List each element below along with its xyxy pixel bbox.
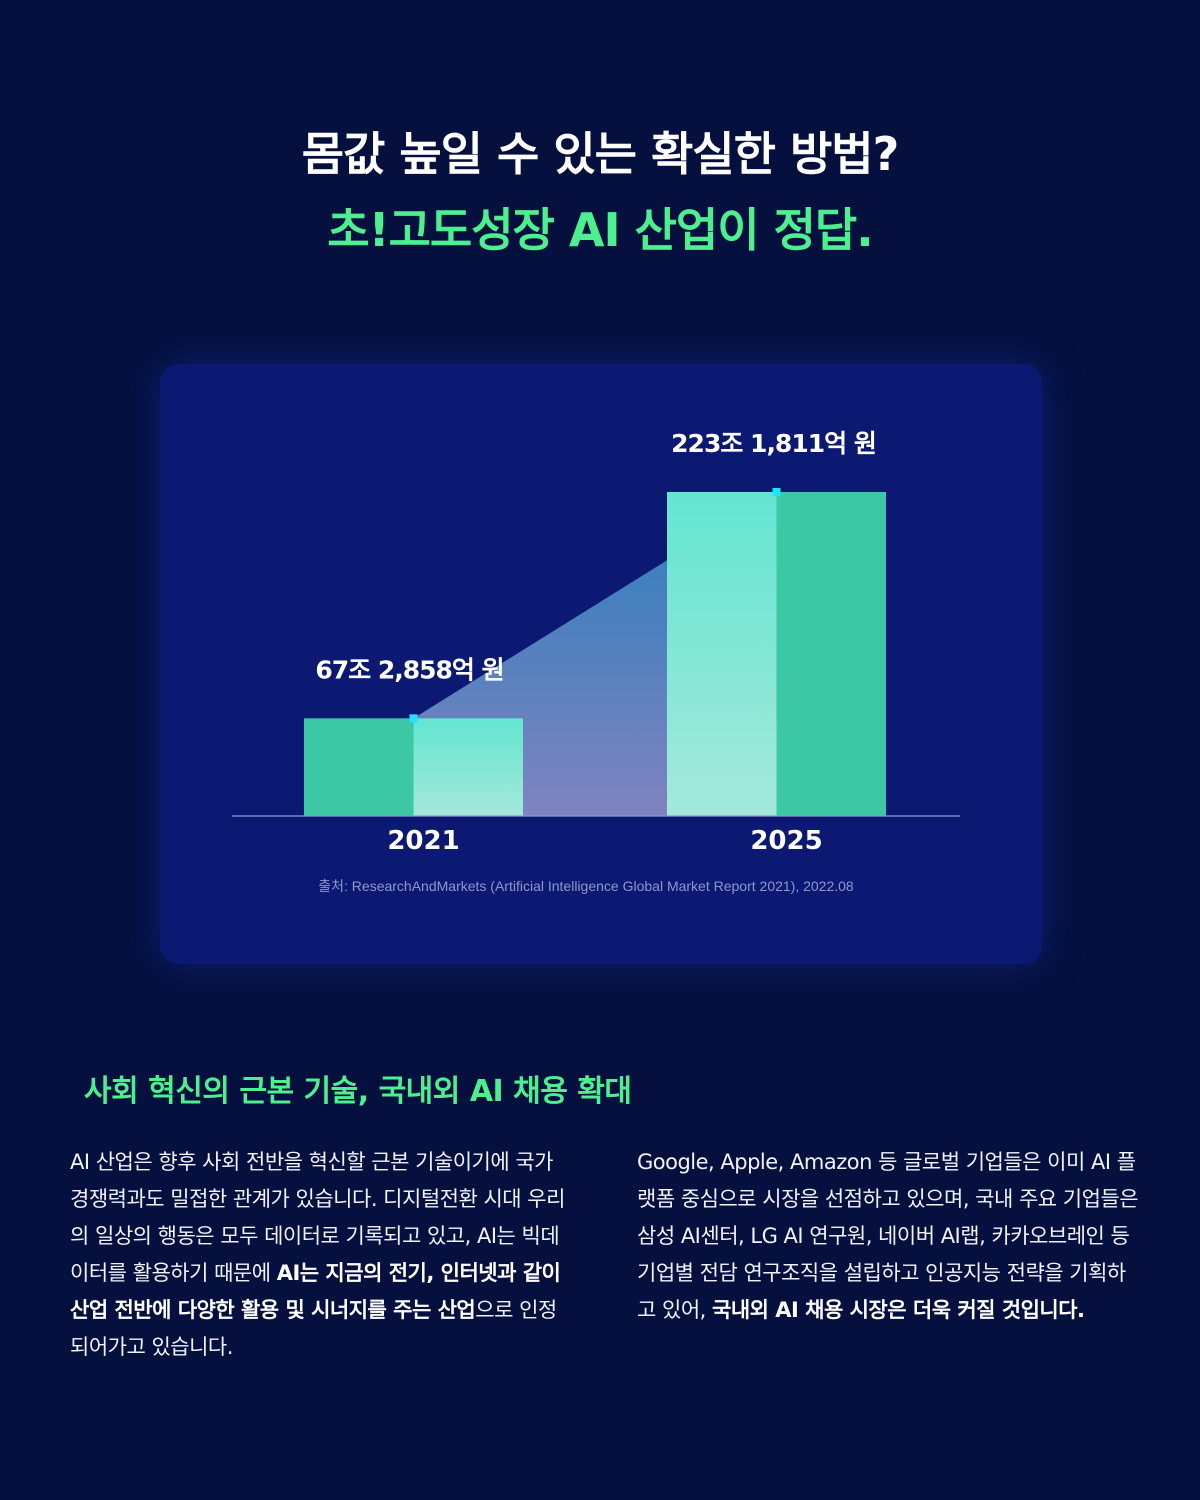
right-paragraph-run: Google, Apple, Amazon 등 글로벌 기업들은 이미 AI 플…: [637, 1150, 1139, 1322]
category-label-2021: 2021: [387, 826, 459, 856]
left-paragraph-run: AI 산업은 향후 사회 전반을 혁신할 근본 기술이기에 국가 경쟁력과도 밀…: [70, 1150, 565, 1285]
section-heading: 사회 혁신의 근본 기술, 국내외 AI 채용 확대: [84, 1074, 632, 1109]
left-paragraph-run: 으로 인정되어가고 있습니다.: [70, 1298, 557, 1359]
bar-2021-left: [304, 718, 414, 816]
bar-2025-right: [776, 492, 886, 816]
headline-line-1: 몸값 높일 수 있는 확실한 방법?: [301, 127, 900, 181]
value-label-2025: 223조 1,811억 원: [671, 429, 876, 458]
marker-2021: [409, 714, 418, 723]
market-size-chart: 67조 2,858억 원 223조 1,811억 원 2021 2025: [232, 429, 960, 856]
left-paragraph: AI 산업은 향후 사회 전반을 혁신할 근본 기술이기에 국가 경쟁력과도 밀…: [70, 1144, 570, 1366]
chart-card: 67조 2,858억 원 223조 1,811억 원 2021 2025 출처: Re…: [160, 364, 1042, 964]
left-paragraph-run: AI는 지금의 전기, 인터넷과 같이 산업 전반에 다양한 활용 및 시너지를…: [70, 1261, 561, 1322]
value-label-2021: 67조 2,858억 원: [315, 655, 503, 684]
marker-2025: [772, 488, 781, 496]
right-paragraph: Google, Apple, Amazon 등 글로벌 기업들은 이미 AI 플…: [637, 1144, 1142, 1329]
bar-2021-light: [413, 718, 523, 816]
bar-2025-light: [667, 492, 777, 816]
headline-line-2: 초!고도성장 AI 산업이 정답.: [327, 203, 873, 257]
category-label-2025: 2025: [750, 826, 822, 856]
right-paragraph-run: 국내외 AI 채용 시장은 더욱 커질 것입니다.: [712, 1298, 1085, 1322]
headline: 몸값 높일 수 있는 확실한 방법? 초!고도성장 AI 산업이 정답.: [0, 118, 1200, 266]
chart-source: 출처: ResearchAndMarkets (Artificial Intel…: [318, 878, 854, 894]
